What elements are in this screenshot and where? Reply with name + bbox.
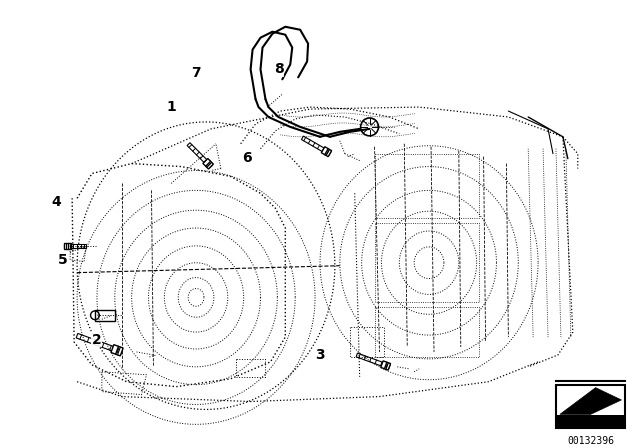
Polygon shape: [64, 244, 86, 248]
Polygon shape: [381, 361, 390, 370]
Polygon shape: [76, 333, 122, 354]
Polygon shape: [356, 353, 390, 369]
Polygon shape: [301, 136, 331, 155]
Polygon shape: [203, 159, 213, 169]
Polygon shape: [560, 388, 621, 414]
Text: 2: 2: [92, 333, 102, 347]
Polygon shape: [64, 243, 71, 249]
Text: 3: 3: [315, 349, 325, 362]
Polygon shape: [95, 310, 115, 321]
Text: 4: 4: [52, 195, 61, 209]
Text: 6: 6: [242, 151, 252, 165]
Text: 1: 1: [166, 99, 176, 114]
Text: 00132396: 00132396: [567, 436, 614, 446]
Text: 5: 5: [58, 253, 68, 267]
Polygon shape: [321, 146, 332, 157]
Polygon shape: [111, 345, 123, 356]
Text: 7: 7: [191, 66, 201, 80]
FancyBboxPatch shape: [556, 415, 625, 428]
Text: 8: 8: [274, 62, 284, 76]
Polygon shape: [187, 143, 212, 168]
